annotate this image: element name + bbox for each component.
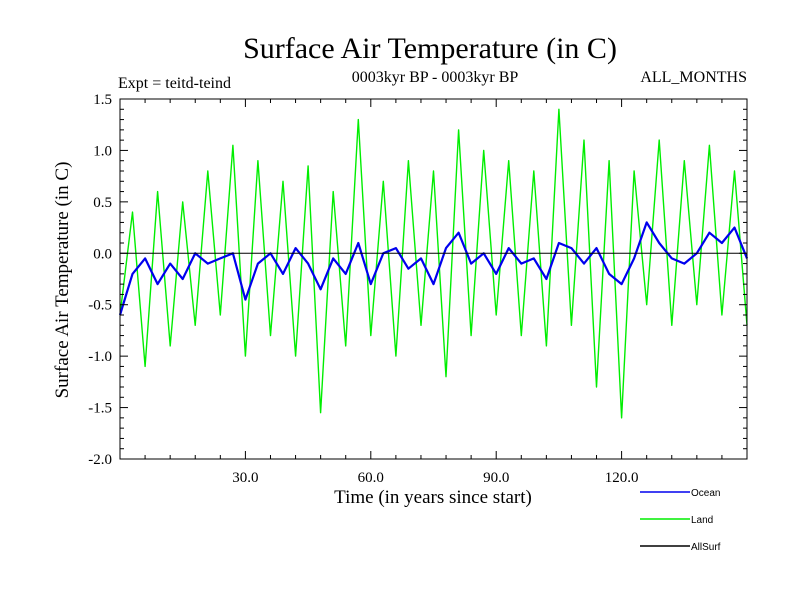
x-tick-label: 120.0 <box>605 470 639 486</box>
x-tick-label: 30.0 <box>232 470 258 486</box>
axes: -2.0 -1.5 -1.0 -0.5 0.0 0.5 1.0 1.5 30.0 60.0 90.0… <box>88 92 748 486</box>
y-tick-label: -1.5 <box>88 401 112 417</box>
y-tick-label: 1.0 <box>93 143 112 159</box>
legend-label-allsurf: AllSurf <box>691 542 721 553</box>
chart-subtitle-left: Expt = teitd-teind <box>118 75 231 92</box>
y-tick-label: 0.5 <box>93 195 112 211</box>
legend: Ocean Land AllSurf <box>640 488 721 553</box>
plot-frame <box>119 98 748 460</box>
y-tick-label: -0.5 <box>88 298 112 314</box>
y-tick-label: 1.5 <box>93 92 112 108</box>
chart-subtitle-right: ALL_MONTHS <box>640 69 747 86</box>
x-tick-label: 90.0 <box>483 470 509 486</box>
plot-area <box>118 108 749 419</box>
y-tick-label: -2.0 <box>88 452 112 468</box>
x-axis-label: Time (in years since start) <box>334 487 532 508</box>
y-axis-label: Surface Air Temperature (in C) <box>52 162 73 399</box>
chart-subtitle-center: 0003kyr BP - 0003kyr BP <box>352 69 519 86</box>
series-line-land <box>119 108 748 419</box>
legend-label-land: Land <box>691 515 713 526</box>
y-tick-label: -1.0 <box>88 349 112 365</box>
chart-title: Surface Air Temperature (in C) <box>243 32 617 65</box>
x-tick-label: 60.0 <box>358 470 384 486</box>
y-tick-label: 0.0 <box>93 246 112 262</box>
legend-label-ocean: Ocean <box>691 488 720 499</box>
series-line-ocean <box>118 221 749 316</box>
